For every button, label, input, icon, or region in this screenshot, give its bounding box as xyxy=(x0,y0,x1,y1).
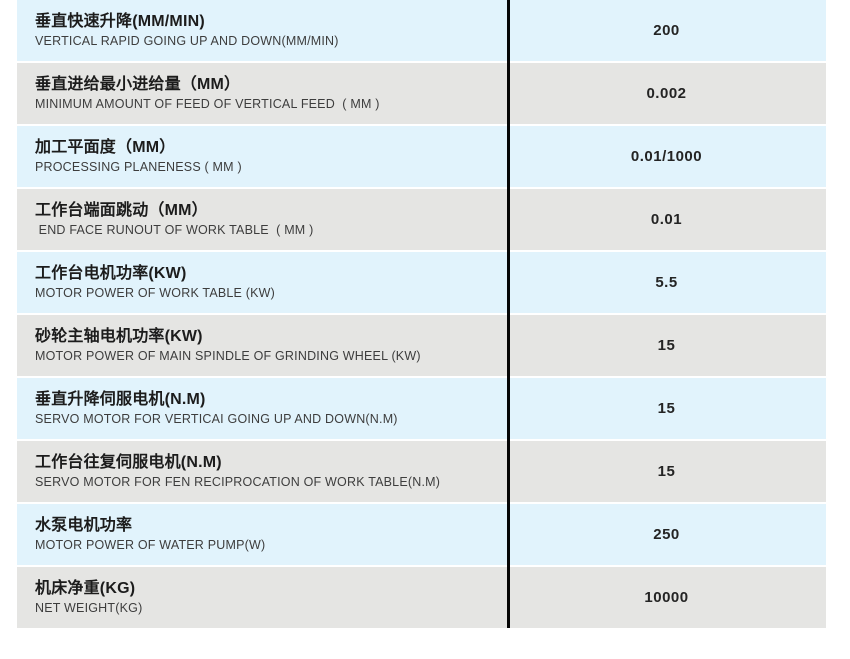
spec-name-zh: 砂轮主轴电机功率(KW) xyxy=(35,328,203,345)
spec-value: 200 xyxy=(653,22,680,39)
spec-name-cell: 水泵电机功率 MOTOR POWER OF WATER PUMP(W) xyxy=(17,504,507,565)
spec-name-zh: 垂直升降伺服电机(N.M) xyxy=(35,391,206,408)
spec-value-cell: 15 xyxy=(507,441,826,502)
spec-name-cell: 工作台电机功率(KW) MOTOR POWER OF WORK TABLE (K… xyxy=(17,252,507,313)
spec-row-end-face-runout: 工作台端面跳动（MM） END FACE RUNOUT OF WORK TABL… xyxy=(17,189,826,250)
spec-name-cell: 机床净重(KG) NET WEIGHT(KG) xyxy=(17,567,507,628)
spec-row-reciprocation-servo-motor: 工作台往复伺服电机(N.M) SERVO MOTOR FOR FEN RECIP… xyxy=(17,441,826,502)
spec-name-cell: 垂直升降伺服电机(N.M) SERVO MOTOR FOR VERTICAI G… xyxy=(17,378,507,439)
spec-value: 15 xyxy=(657,463,676,480)
spec-value-cell: 10000 xyxy=(507,567,826,628)
spec-value-cell: 200 xyxy=(507,0,826,61)
spec-name-en: MOTOR POWER OF WATER PUMP(W) xyxy=(35,538,266,552)
spec-value-cell: 15 xyxy=(507,315,826,376)
spec-name-en: NET WEIGHT(KG) xyxy=(35,601,143,615)
spec-value: 10000 xyxy=(644,589,689,606)
spec-name-zh: 水泵电机功率 xyxy=(35,517,133,534)
spec-row-table-motor-power: 工作台电机功率(KW) MOTOR POWER OF WORK TABLE (K… xyxy=(17,252,826,313)
spec-name-zh: 工作台电机功率(KW) xyxy=(35,265,187,282)
spec-name-zh: 工作台端面跳动（MM） xyxy=(35,202,208,219)
spec-name-en: END FACE RUNOUT OF WORK TABLE ( MM ) xyxy=(35,223,314,237)
spec-name-cell: 垂直进给最小进给量（MM） MINIMUM AMOUNT OF FEED OF … xyxy=(17,63,507,124)
spec-name-zh: 加工平面度（MM） xyxy=(35,139,176,156)
spec-name-cell: 加工平面度（MM） PROCESSING PLANENESS ( MM ) xyxy=(17,126,507,187)
spec-name-en: SERVO MOTOR FOR VERTICAI GOING UP AND DO… xyxy=(35,412,398,426)
column-divider-line xyxy=(507,0,510,628)
spec-value-cell: 5.5 xyxy=(507,252,826,313)
spec-name-en: MINIMUM AMOUNT OF FEED OF VERTICAL FEED … xyxy=(35,97,380,111)
spec-name-cell: 砂轮主轴电机功率(KW) MOTOR POWER OF MAIN SPINDLE… xyxy=(17,315,507,376)
spec-row-net-weight: 机床净重(KG) NET WEIGHT(KG) 10000 xyxy=(17,567,826,628)
spec-value-cell: 0.01 xyxy=(507,189,826,250)
spec-value: 0.01/1000 xyxy=(630,148,703,165)
spec-value-cell: 0.01/1000 xyxy=(507,126,826,187)
spec-row-vertical-rapid: 垂直快速升降(MM/MIN) VERTICAL RAPID GOING UP A… xyxy=(17,0,826,61)
spec-name-cell: 工作台端面跳动（MM） END FACE RUNOUT OF WORK TABL… xyxy=(17,189,507,250)
spec-name-zh: 垂直进给最小进给量（MM） xyxy=(35,76,241,93)
spec-value: 15 xyxy=(657,337,676,354)
spec-value: 0.002 xyxy=(646,85,687,102)
spec-name-en: MOTOR POWER OF MAIN SPINDLE OF GRINDING … xyxy=(35,349,421,363)
spec-value: 5.5 xyxy=(655,274,678,291)
spec-name-cell: 工作台往复伺服电机(N.M) SERVO MOTOR FOR FEN RECIP… xyxy=(17,441,507,502)
specification-table: 垂直快速升降(MM/MIN) VERTICAL RAPID GOING UP A… xyxy=(17,0,826,628)
spec-value-cell: 250 xyxy=(507,504,826,565)
spec-name-en: PROCESSING PLANENESS ( MM ) xyxy=(35,160,242,174)
spec-value-cell: 15 xyxy=(507,378,826,439)
spec-row-spindle-motor-power: 砂轮主轴电机功率(KW) MOTOR POWER OF MAIN SPINDLE… xyxy=(17,315,826,376)
spec-name-en: SERVO MOTOR FOR FEN RECIPROCATION OF WOR… xyxy=(35,475,441,489)
spec-row-min-feed: 垂直进给最小进给量（MM） MINIMUM AMOUNT OF FEED OF … xyxy=(17,63,826,124)
spec-name-en: VERTICAL RAPID GOING UP AND DOWN(MM/MIN) xyxy=(35,34,339,48)
spec-row-vertical-servo-motor: 垂直升降伺服电机(N.M) SERVO MOTOR FOR VERTICAI G… xyxy=(17,378,826,439)
spec-name-zh: 工作台往复伺服电机(N.M) xyxy=(35,454,222,471)
spec-row-planeness: 加工平面度（MM） PROCESSING PLANENESS ( MM ) 0.… xyxy=(17,126,826,187)
spec-name-zh: 垂直快速升降(MM/MIN) xyxy=(35,13,205,30)
spec-row-water-pump-power: 水泵电机功率 MOTOR POWER OF WATER PUMP(W) 250 xyxy=(17,504,826,565)
spec-name-cell: 垂直快速升降(MM/MIN) VERTICAL RAPID GOING UP A… xyxy=(17,0,507,61)
spec-name-en: MOTOR POWER OF WORK TABLE (KW) xyxy=(35,286,276,300)
spec-value: 15 xyxy=(657,400,676,417)
spec-value: 0.01 xyxy=(650,211,683,228)
spec-value-cell: 0.002 xyxy=(507,63,826,124)
spec-value: 250 xyxy=(653,526,680,543)
spec-name-zh: 机床净重(KG) xyxy=(35,580,136,597)
